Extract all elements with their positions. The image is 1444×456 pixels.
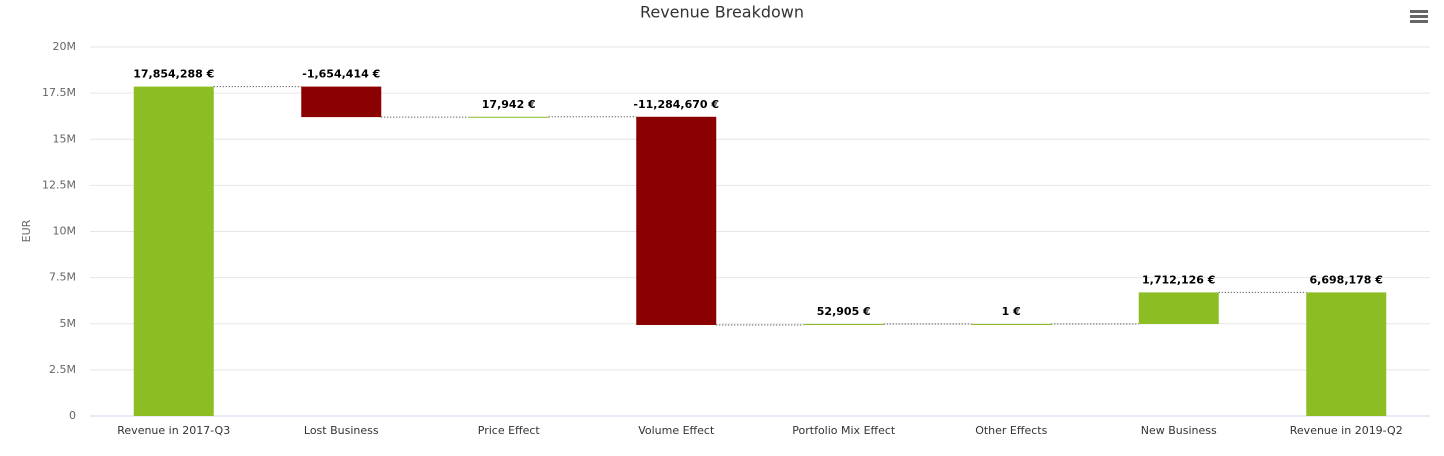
y-tick-label: 17.5M	[42, 86, 76, 99]
menu-bar	[1410, 20, 1428, 23]
bar	[133, 86, 214, 417]
value-label: 17,854,288 €	[133, 68, 214, 81]
y-tick-label: 0	[69, 409, 76, 422]
x-tick-label: New Business	[1141, 424, 1217, 437]
bar	[301, 86, 382, 118]
bar	[468, 116, 549, 118]
x-tick-label: Volume Effect	[638, 424, 715, 437]
chart-title: Revenue Breakdown	[640, 3, 804, 22]
y-tick-label: 15M	[53, 132, 77, 145]
bar	[803, 324, 884, 326]
value-label: 6,698,178 €	[1310, 273, 1383, 286]
x-tick-label: Revenue in 2017-Q3	[117, 424, 230, 437]
value-label: 17,942 €	[482, 98, 536, 111]
y-tick-label: 2.5M	[49, 363, 76, 376]
x-tick-label: Portfolio Mix Effect	[792, 424, 896, 437]
menu-bar	[1410, 10, 1428, 13]
y-tick-label: 7.5M	[49, 271, 76, 284]
y-tick-label: 20M	[53, 40, 77, 53]
y-tick-label: 10M	[53, 225, 77, 238]
bar	[1138, 292, 1219, 325]
bar	[636, 116, 717, 325]
value-label: 52,905 €	[817, 305, 871, 318]
x-tick-label: Revenue in 2019-Q2	[1290, 424, 1403, 437]
value-label: -1,654,414 €	[302, 68, 380, 81]
x-tick-label: Other Effects	[975, 424, 1047, 437]
bar	[971, 324, 1052, 326]
x-tick-label: Price Effect	[478, 424, 541, 437]
menu-button[interactable]	[1410, 10, 1428, 23]
value-label: 1,712,126 €	[1142, 273, 1215, 286]
x-tick-label: Lost Business	[304, 424, 379, 437]
y-axis-title: EUR	[20, 219, 33, 242]
bar	[1306, 292, 1387, 416]
y-tick-label: 5M	[60, 317, 77, 330]
menu-bar	[1410, 15, 1428, 18]
value-label: 1 €	[1002, 305, 1021, 318]
value-label: -11,284,670 €	[633, 98, 719, 111]
y-tick-label: 12.5M	[42, 178, 76, 191]
